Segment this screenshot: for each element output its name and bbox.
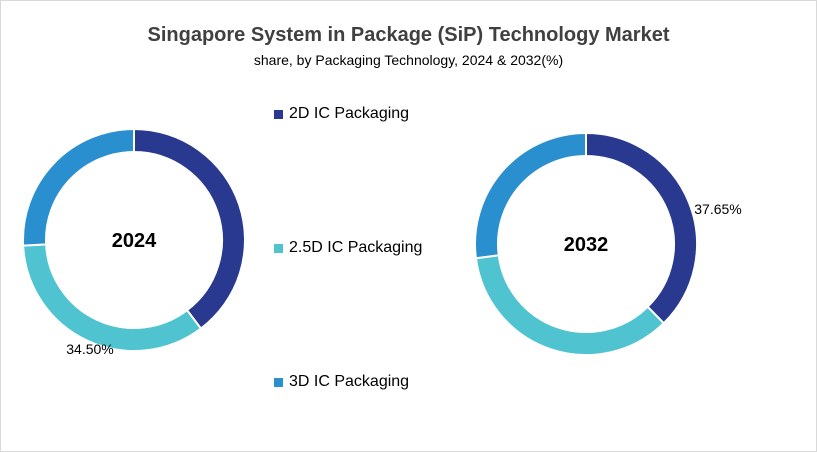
chart-title: Singapore System in Package (SiP) Techno… — [147, 24, 670, 46]
donut-2032-segment-2 — [474, 131, 587, 260]
donut-2024-segment-0 — [133, 127, 246, 330]
legend-swatch-2-5d — [274, 243, 283, 253]
donut-2032-segment-0 — [585, 131, 698, 325]
legend-label-2d: 2D IC Packaging — [289, 105, 410, 122]
donut-2032-segment-1 — [474, 254, 666, 356]
legend-item-2d: 2D IC Packaging — [274, 105, 409, 123]
legend-swatch-2d — [274, 109, 283, 119]
legend-label-3d: 3D IC Packaging — [289, 373, 410, 390]
donut-2024-segment-2 — [22, 127, 135, 247]
legend-label-2-5d: 2.5D IC Packaging — [289, 239, 423, 256]
donut-2024-segment-1 — [22, 243, 203, 352]
chart-subtitle: share, by Packaging Technology, 2024 & 2… — [253, 52, 564, 68]
legend-swatch-3d — [274, 377, 283, 387]
data-label-2032: 37.65% — [694, 201, 741, 217]
legend-item-2-5d: 2.5D IC Packaging — [274, 239, 422, 257]
legend-item-3d: 3D IC Packaging — [274, 373, 409, 391]
donut-center-label-2024: 2024 — [112, 230, 157, 252]
data-label-2024: 34.50% — [66, 341, 113, 357]
donut-center-label-2032: 2032 — [564, 234, 609, 256]
